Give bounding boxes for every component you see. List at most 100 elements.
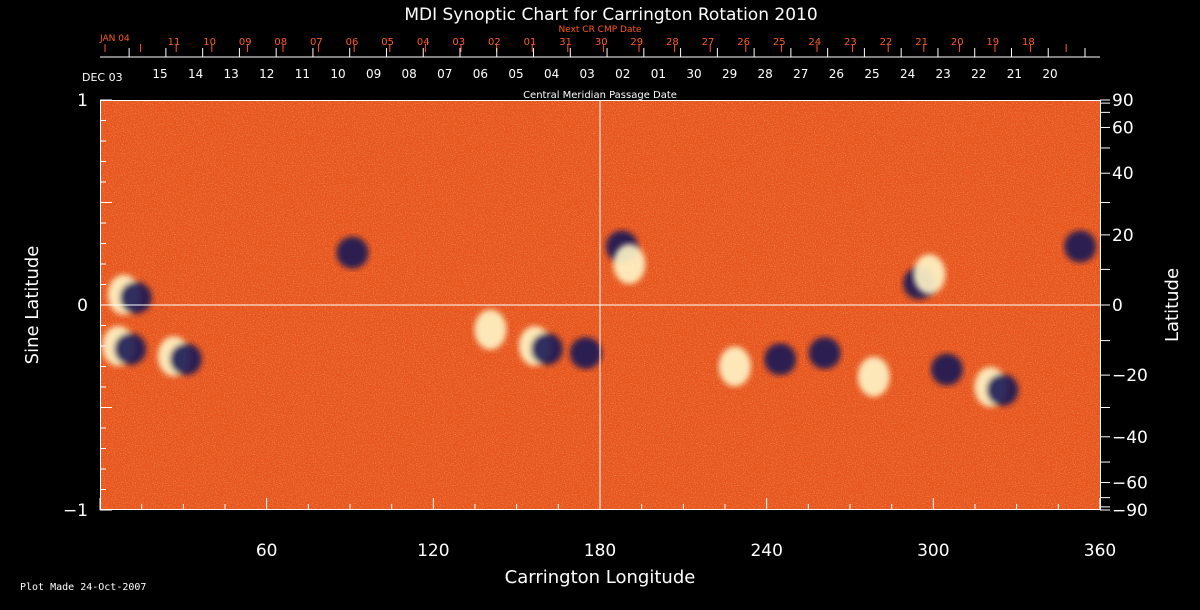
- positive-flux-patch: [913, 254, 946, 295]
- y-right-tick-label: −90: [1112, 501, 1148, 521]
- y-left-tick-label: 0: [77, 296, 88, 316]
- y-right-tick-label: 40: [1112, 164, 1134, 184]
- next-date-label: 29: [630, 37, 643, 48]
- active-region: [336, 236, 369, 269]
- cmp-date-label: 03: [580, 67, 595, 81]
- cmp-date-label: 12: [259, 67, 274, 81]
- x-tick-label: 360: [1084, 541, 1116, 561]
- cmp-date-label: 25: [864, 67, 879, 81]
- positive-flux-patch: [474, 309, 507, 350]
- active-region: [157, 336, 202, 377]
- x-tick-label: 180: [584, 541, 616, 561]
- active-region: [913, 254, 946, 295]
- cmp-date-label: 14: [188, 67, 203, 81]
- cmp-date-label: 24: [900, 67, 915, 81]
- next-date-label: 01: [524, 37, 537, 48]
- active-region: [569, 337, 602, 370]
- cmp-axis-label: Central Meridian Passage Date: [523, 90, 677, 101]
- negative-flux-patch: [169, 343, 202, 376]
- cmp-date-label: 23: [936, 67, 951, 81]
- y-axis-label-right: Latitude: [1162, 268, 1183, 342]
- x-tick-label: 240: [750, 541, 782, 561]
- next-date-label: 20: [951, 37, 964, 48]
- next-date-label: 25: [773, 37, 786, 48]
- y-right-tick-label: −20: [1112, 366, 1148, 386]
- cmp-date-label: 09: [366, 67, 381, 81]
- next-date-label: 22: [880, 37, 893, 48]
- x-axis-label: Carrington Longitude: [505, 567, 696, 588]
- y-axis-right: 90 60 40 20 0 −20 −40 −60 −90: [1100, 91, 1148, 521]
- next-date-label: 11: [168, 37, 181, 48]
- x-tick-label: 120: [417, 541, 449, 561]
- next-date-label: 26: [737, 37, 750, 48]
- next-date-label: 07: [310, 37, 323, 48]
- next-date-label: 06: [346, 37, 359, 48]
- next-date-label: 23: [844, 37, 857, 48]
- cmp-date-label: 15: [152, 67, 167, 81]
- active-region: [474, 309, 507, 350]
- cmp-date-label: 29: [722, 67, 737, 81]
- negative-flux-patch: [930, 353, 963, 386]
- y-axis-label-left: Sine Latitude: [22, 246, 43, 365]
- x-axis: 60 120 180 240 300 360: [99, 498, 1116, 561]
- y-right-tick-label: 60: [1112, 118, 1134, 138]
- active-region: [764, 343, 797, 376]
- cmp-date-axis: DEC 03 15 14 13 12 11 10 09 08 07 06 05 04 03 02 01 30 29…: [82, 48, 1100, 84]
- positive-flux-patch: [718, 346, 751, 387]
- active-region: [613, 244, 646, 284]
- cmp-date-label: 27: [793, 67, 808, 81]
- next-date-label: 24: [808, 37, 821, 48]
- cmp-first-date: DEC 03: [82, 71, 123, 84]
- cmp-date-label: 30: [686, 67, 701, 81]
- positive-flux-patch: [857, 356, 890, 397]
- next-first-date: JAN 04: [99, 34, 130, 44]
- cmp-date-label: 05: [508, 67, 523, 81]
- y-right-tick-label: −60: [1112, 474, 1148, 494]
- cmp-date-label: 20: [1042, 67, 1057, 81]
- cmp-date-label: 08: [402, 67, 417, 81]
- next-date-label: 08: [274, 37, 287, 48]
- cmp-date-label: 11: [295, 67, 310, 81]
- cmp-date-label: 06: [473, 67, 488, 81]
- x-tick-label: 300: [917, 541, 949, 561]
- active-region: [808, 337, 841, 370]
- negative-flux-patch: [336, 236, 369, 269]
- cmp-date-label: 21: [1007, 67, 1022, 81]
- x-tick-label: 60: [256, 541, 278, 561]
- active-region: [102, 326, 147, 366]
- plot-area: [101, 101, 1100, 509]
- negative-flux-patch: [1064, 230, 1097, 263]
- next-date-label: 03: [452, 37, 465, 48]
- negative-flux-patch: [530, 333, 563, 365]
- active-region: [718, 346, 751, 387]
- active-region: [857, 356, 890, 397]
- negative-flux-patch: [114, 333, 147, 365]
- y-right-tick-label: 0: [1112, 296, 1123, 316]
- cmp-date-label: 26: [829, 67, 844, 81]
- negative-flux-patch: [119, 281, 152, 314]
- active-regions: [102, 230, 1097, 407]
- y-left-tick-label: 1: [77, 91, 88, 111]
- cmp-date-label: 22: [971, 67, 986, 81]
- active-region: [974, 367, 1019, 407]
- cmp-date-label: 13: [224, 67, 239, 81]
- y-left-tick-label: −1: [63, 501, 88, 521]
- next-date-label: 27: [702, 37, 715, 48]
- next-date-label: 28: [666, 37, 679, 48]
- positive-flux-patch: [613, 244, 646, 284]
- negative-flux-patch: [986, 374, 1019, 406]
- chart-title: MDI Synoptic Chart for Carrington Rotati…: [404, 5, 817, 25]
- next-axis-label: Next CR CMP Date: [558, 25, 642, 35]
- next-date-label: 05: [381, 37, 394, 48]
- y-axis-left: −1 0 1: [63, 91, 112, 521]
- cmp-date-label: 28: [758, 67, 773, 81]
- cmp-date-label: 02: [615, 67, 630, 81]
- next-date-label: 10: [203, 37, 216, 48]
- y-right-tick-label: −40: [1112, 428, 1148, 448]
- next-date-label: 19: [986, 37, 999, 48]
- next-cmp-date-axis: JAN 04 11 10 09 08 07 06 05 04 03 02 01 31 30 29 28 27 26…: [99, 34, 1067, 52]
- cmp-date-label: 10: [330, 67, 345, 81]
- active-region: [518, 326, 563, 366]
- cmp-date-label: 04: [544, 67, 559, 81]
- active-region: [1064, 230, 1097, 263]
